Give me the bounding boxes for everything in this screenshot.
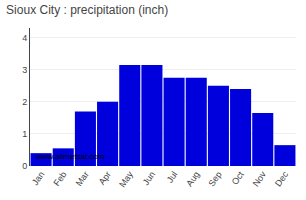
svg-text:May: May [117,169,135,189]
svg-text:Mar: Mar [74,169,91,187]
svg-text:0: 0 [22,161,27,171]
svg-text:Nov: Nov [251,169,269,188]
svg-text:Dec: Dec [273,169,291,188]
svg-text:4: 4 [22,33,27,43]
svg-text:Sioux City : precipitation (in: Sioux City : precipitation (inch) [6,3,168,17]
svg-text:www.allmetsat.com: www.allmetsat.com [35,152,105,161]
svg-text:2: 2 [22,97,27,107]
svg-text:Jul: Jul [165,169,180,184]
svg-text:Feb: Feb [51,169,68,187]
svg-text:Apr: Apr [97,169,113,186]
svg-text:1: 1 [22,129,27,139]
svg-text:Sep: Sep [206,169,223,188]
svg-text:Oct: Oct [230,169,247,187]
svg-text:Jun: Jun [141,169,158,187]
svg-text:3: 3 [22,65,27,75]
svg-text:Aug: Aug [184,169,201,188]
svg-text:Jan: Jan [30,169,47,187]
